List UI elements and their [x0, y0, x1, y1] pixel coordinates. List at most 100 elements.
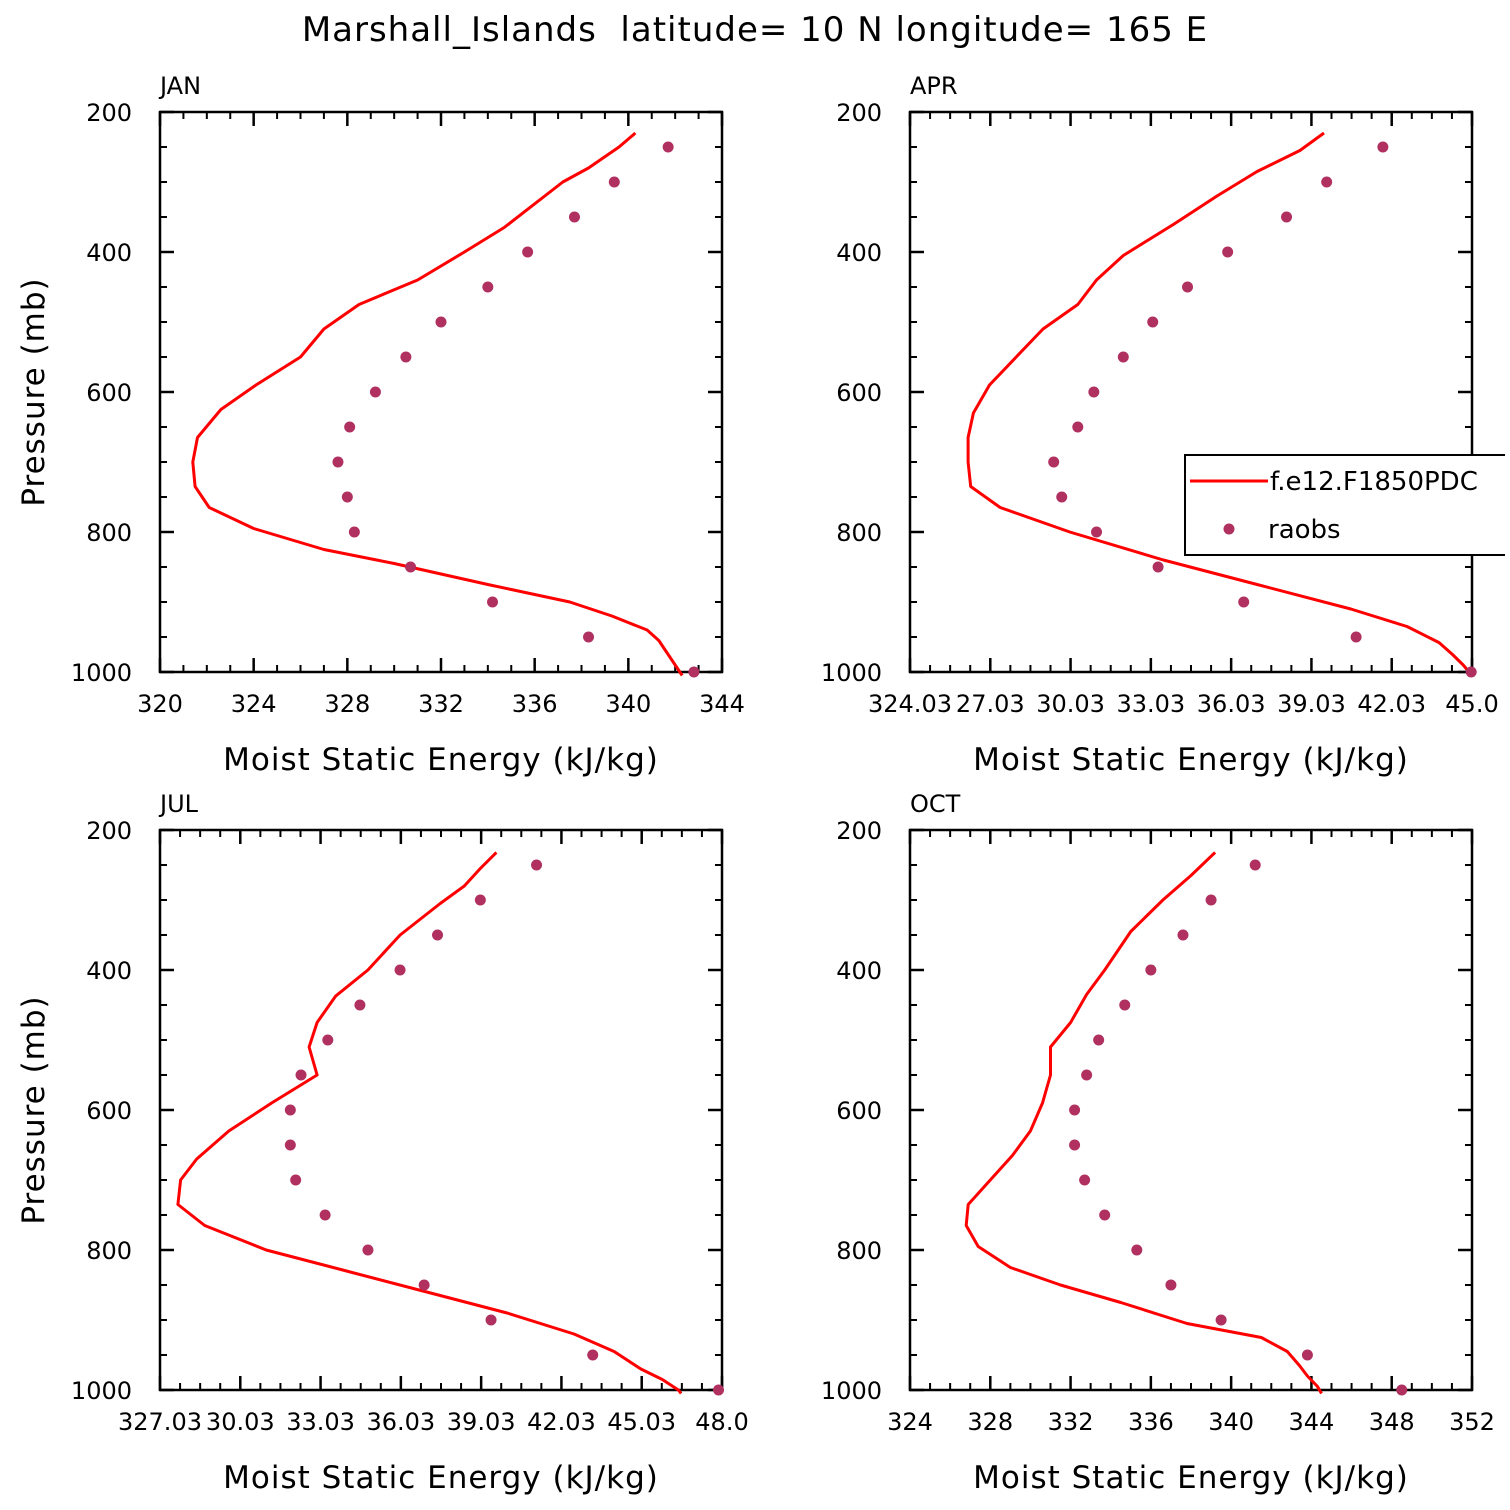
panel-title: JAN [158, 72, 201, 100]
x-tick-label: 327.03 [118, 1408, 202, 1436]
x-tick-label: 340 [605, 690, 651, 718]
legend: f.e12.F1850PDC raobs [1184, 454, 1505, 556]
legend-obs-label: raobs [1268, 515, 1341, 545]
raobs-point [1177, 929, 1189, 941]
raobs-point [400, 351, 412, 363]
raobs-point [394, 964, 406, 976]
y-tick-label: 400 [836, 239, 882, 267]
raobs-point [1215, 1314, 1227, 1326]
raobs-point [1147, 316, 1159, 328]
raobs-point [1152, 561, 1164, 573]
y-tick-label: 200 [836, 99, 882, 127]
x-tick-label: 36.03 [366, 1408, 435, 1436]
raobs-point [295, 1069, 307, 1081]
x-tick-label: 324 [231, 690, 277, 718]
y-tick-label: 600 [86, 379, 132, 407]
raobs-point [1099, 1209, 1111, 1221]
raobs-point [435, 316, 447, 328]
raobs-point [1093, 1034, 1105, 1046]
legend-model-label: f.e12.F1850PDC [1270, 467, 1478, 497]
x-tick-label: 336 [1128, 1408, 1174, 1436]
plot-frame [908, 828, 1474, 1392]
raobs-point [1069, 1104, 1081, 1116]
model-series-line [966, 131, 1474, 677]
panel-title: JUL [158, 790, 199, 818]
x-tick-label: 328 [967, 1408, 1013, 1436]
raobs-point [1088, 386, 1100, 398]
raobs-point [568, 211, 580, 223]
raobs-point [1377, 141, 1389, 153]
x-tick-label: 45.0 [1445, 690, 1498, 718]
y-axis-label: Pressure (mb) [16, 995, 52, 1224]
x-tick-label: 320 [137, 690, 183, 718]
x-tick-label: 36.03 [1197, 690, 1266, 718]
x-tick-label: 352 [1449, 1408, 1495, 1436]
x-tick-label: 39.03 [447, 1408, 516, 1436]
page-title: Marshall_Islands latitude= 10 N longitud… [301, 10, 1209, 50]
y-tick-label: 800 [86, 519, 132, 547]
raobs-point [354, 999, 366, 1011]
raobs-point [284, 1104, 296, 1116]
x-tick-label: 42.03 [527, 1408, 596, 1436]
raobs-point [1081, 1069, 1093, 1081]
x-tick-label: 324 [887, 1408, 933, 1436]
x-tick-label: 30.03 [1036, 690, 1105, 718]
raobs-point [485, 1314, 497, 1326]
x-tick-label: 332 [418, 690, 464, 718]
plot-frame [158, 828, 724, 1392]
raobs-point [1249, 859, 1261, 871]
raobs-point [332, 456, 344, 468]
raobs-point [1131, 1244, 1143, 1256]
y-tick-label: 1000 [71, 1377, 132, 1405]
raobs-point [1182, 281, 1194, 293]
raobs-point [1165, 1279, 1177, 1291]
raobs-point [1465, 666, 1477, 678]
y-tick-label: 600 [86, 1097, 132, 1125]
raobs-point [1205, 894, 1217, 906]
raobs-point [322, 1034, 334, 1046]
panel-title: APR [910, 72, 958, 100]
x-tick-label: 33.03 [286, 1408, 355, 1436]
y-tick-label: 200 [836, 817, 882, 845]
y-tick-label: 600 [836, 379, 882, 407]
raobs-point [1281, 211, 1293, 223]
raobs-point [362, 1244, 374, 1256]
raobs-point [487, 596, 499, 608]
raobs-point [1069, 1139, 1081, 1151]
x-tick-label: 332 [1048, 1408, 1094, 1436]
plot-frame [908, 110, 1474, 674]
raobs-point [688, 666, 700, 678]
x-tick-label: 33.03 [1116, 690, 1185, 718]
raobs-point [1091, 526, 1103, 538]
raobs-point [1079, 1174, 1091, 1186]
y-tick-label: 400 [86, 239, 132, 267]
raobs-point [284, 1139, 296, 1151]
x-tick-label: 42.03 [1357, 690, 1426, 718]
x-tick-label: 336 [512, 690, 558, 718]
raobs-point [1350, 631, 1362, 643]
raobs-point [319, 1209, 331, 1221]
raobs-point [341, 491, 353, 503]
raobs-point [1238, 596, 1250, 608]
y-tick-label: 200 [86, 817, 132, 845]
raobs-point [290, 1174, 302, 1186]
raobs-point [662, 141, 674, 153]
raobs-point [432, 929, 444, 941]
raobs-point [1048, 456, 1060, 468]
x-tick-label: 344 [1289, 1408, 1335, 1436]
y-tick-label: 600 [836, 1097, 882, 1125]
y-tick-label: 400 [86, 957, 132, 985]
x-tick-label: 48.0 [695, 1408, 748, 1436]
chart-panel-jul: JUL 327.03 30.03 33.03 36.03 39.03 42.03 45.03 4… [16, 790, 749, 1496]
y-tick-label: 1000 [821, 659, 882, 687]
raobs-point [1119, 999, 1131, 1011]
raobs-point [587, 1349, 599, 1361]
y-axis-label: Pressure (mb) [16, 277, 52, 506]
y-tick-label: 1000 [71, 659, 132, 687]
raobs-point [474, 894, 486, 906]
x-axis-label: Moist Static Energy (kJ/kg) [223, 742, 659, 778]
raobs-point [1396, 1384, 1408, 1396]
model-series-line [964, 851, 1323, 1395]
x-tick-label: 340 [1208, 1408, 1254, 1436]
